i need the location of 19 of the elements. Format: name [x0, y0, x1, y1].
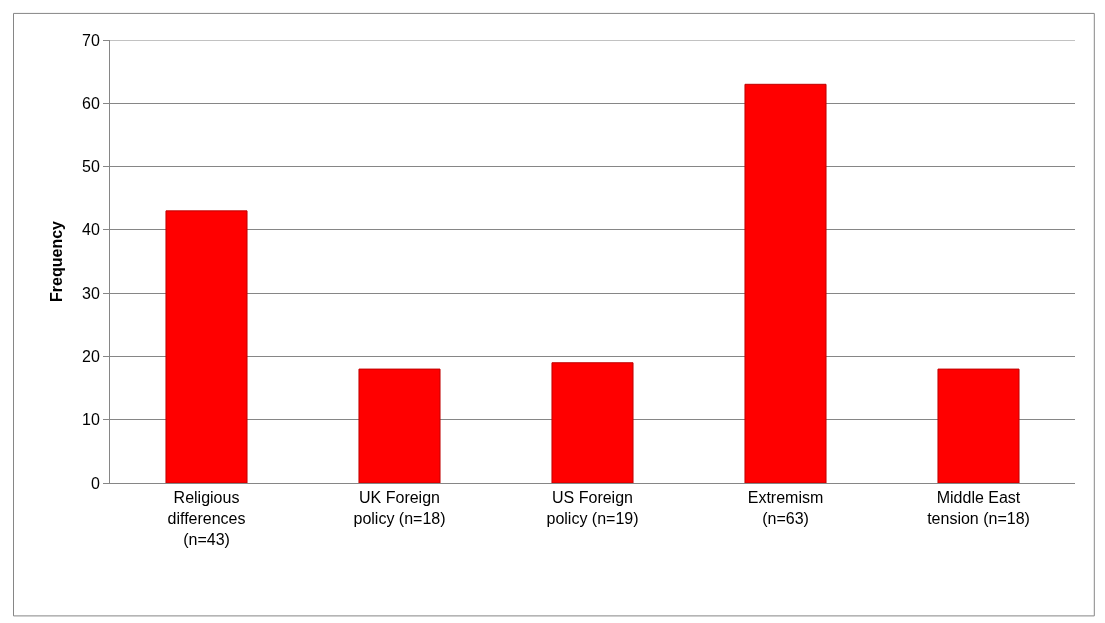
- y-tick-label: 30: [82, 284, 100, 302]
- y-tick-label: 50: [82, 158, 100, 176]
- bar: [937, 368, 1020, 483]
- y-tick-label: 10: [82, 411, 100, 429]
- bar: [551, 362, 634, 483]
- y-tick-label: 0: [90, 474, 100, 492]
- y-tick-label: 70: [82, 31, 100, 49]
- x-tick-label: Religious differences (n=43): [167, 489, 246, 548]
- y-tick-label: 20: [82, 348, 100, 366]
- bar: [744, 83, 827, 483]
- x-tick-label: Extremism (n=63): [747, 489, 824, 527]
- y-tick-label: 40: [82, 221, 100, 239]
- x-tick-label: US Foreign policy (n=19): [546, 489, 639, 527]
- y-tick-label: 60: [82, 94, 100, 112]
- y-axis-title: Frequency: [47, 220, 65, 302]
- bar: [358, 368, 441, 483]
- x-tick-label: Middle East tension (n=18): [927, 489, 1030, 527]
- x-tick-label: UK Foreign policy (n=18): [353, 489, 446, 527]
- bar: [165, 210, 248, 483]
